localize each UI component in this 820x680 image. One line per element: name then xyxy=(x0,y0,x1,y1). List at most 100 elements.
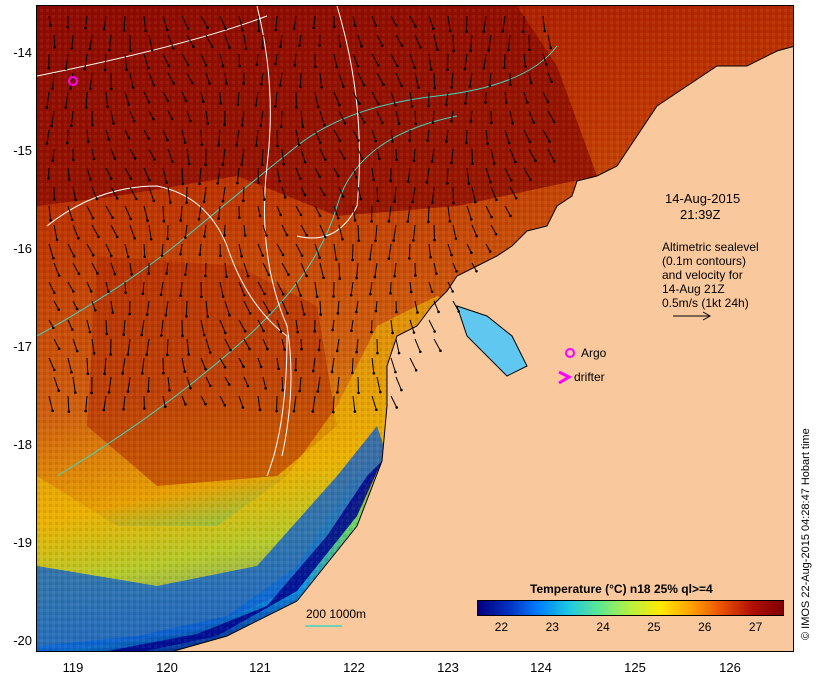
velocity-arrow xyxy=(413,148,416,161)
velocity-arrow xyxy=(222,148,226,165)
velocity-arrow xyxy=(390,91,397,106)
velocity-arrow xyxy=(408,243,411,259)
velocity-arrow xyxy=(162,205,165,222)
velocity-arrow xyxy=(295,281,302,296)
velocity-arrow xyxy=(412,224,416,241)
velocity-arrow xyxy=(89,34,93,49)
velocity-arrow xyxy=(333,243,337,260)
velocity-arrow xyxy=(162,129,168,141)
lon-tick-label: 120 xyxy=(156,660,178,675)
velocity-arrow-head xyxy=(469,49,472,53)
velocity-arrow-head xyxy=(334,258,338,261)
velocity-arrow-head xyxy=(336,216,340,220)
velocity-arrow xyxy=(433,300,439,313)
velocity-arrow-head xyxy=(484,101,487,104)
velocity-arrow xyxy=(255,129,259,146)
velocity-arrow-head xyxy=(260,82,263,86)
velocity-arrow-head xyxy=(279,125,283,128)
velocity-arrow xyxy=(218,129,221,146)
velocity-arrow xyxy=(295,243,303,256)
velocity-arrow-head xyxy=(152,84,156,87)
velocity-arrow-head xyxy=(372,178,375,181)
velocity-arrow-head xyxy=(521,30,525,34)
velocity-arrow-head xyxy=(354,175,358,179)
velocity-arrow-head xyxy=(470,251,473,255)
velocity-arrow xyxy=(485,129,489,144)
velocity-arrow-head xyxy=(279,45,282,49)
velocity-arrow xyxy=(51,110,55,127)
velocity-arrow-head xyxy=(255,144,258,148)
velocity-arrow-head xyxy=(108,48,111,52)
velocity-arrow-head xyxy=(400,388,403,392)
velocity-arrow xyxy=(314,167,321,177)
velocity-arrow-head xyxy=(353,410,357,413)
velocity-arrow-head xyxy=(236,181,239,185)
velocity-arrow xyxy=(105,91,109,107)
velocity-arrow-head xyxy=(75,307,79,311)
velocity-arrow-head xyxy=(488,84,491,87)
velocity-arrow xyxy=(66,129,69,144)
velocity-arrow-head xyxy=(141,372,144,375)
velocity-arrow xyxy=(67,167,70,180)
lat-tick-label: -19 xyxy=(13,535,32,550)
velocity-arrow-head xyxy=(414,122,417,126)
velocity-arrow xyxy=(300,338,303,350)
velocity-arrow-head xyxy=(292,27,296,30)
velocity-arrow-head xyxy=(88,47,92,51)
velocity-arrow-head xyxy=(332,25,336,29)
velocity-arrow xyxy=(167,110,173,120)
velocity-arrow-head xyxy=(162,219,166,223)
velocity-arrow-head xyxy=(448,220,452,223)
velocity-arrow xyxy=(336,338,340,351)
velocity-arrow xyxy=(243,300,251,314)
velocity-arrow-head xyxy=(92,157,96,161)
velocity-arrow xyxy=(352,167,357,178)
velocity-arrow-head xyxy=(454,237,458,240)
velocity-arrow xyxy=(542,129,550,142)
velocity-arrow-head xyxy=(362,83,366,87)
velocity-arrow xyxy=(148,34,153,51)
velocity-arrow-head xyxy=(419,350,422,354)
velocity-arrow-head xyxy=(52,256,55,260)
velocity-arrow-head xyxy=(102,27,106,31)
velocity-arrow xyxy=(337,300,340,314)
velocity-arrow-head xyxy=(380,121,384,125)
velocity-arrow xyxy=(369,281,373,295)
velocity-arrow-head xyxy=(91,216,95,220)
velocity-arrow-head xyxy=(77,236,80,240)
velocity-arrow-head xyxy=(397,122,401,126)
velocity-arrow-head xyxy=(303,193,307,197)
velocity-arrow-head xyxy=(376,199,380,203)
velocity-arrow xyxy=(224,34,230,49)
velocity-arrow-head xyxy=(436,48,439,51)
velocity-arrow xyxy=(355,300,359,313)
velocity-arrow xyxy=(103,395,107,411)
velocity-arrow xyxy=(218,205,221,219)
velocity-arrow xyxy=(238,281,245,296)
velocity-arrow xyxy=(179,243,183,255)
velocity-arrow xyxy=(374,262,378,278)
velocity-arrow-head xyxy=(258,214,262,218)
velocity-arrow-head xyxy=(171,160,174,163)
velocity-arrow-head xyxy=(509,83,512,86)
velocity-arrow xyxy=(238,395,244,408)
velocity-arrow xyxy=(279,34,283,47)
velocity-arrow xyxy=(203,186,207,203)
velocity-arrow-head xyxy=(126,390,130,394)
velocity-arrow xyxy=(471,262,477,272)
velocity-arrow xyxy=(143,243,146,257)
velocity-arrow xyxy=(281,300,288,314)
velocity-arrow xyxy=(507,34,511,51)
velocity-arrow xyxy=(181,395,186,405)
velocity-arrow xyxy=(86,357,89,374)
velocity-arrow xyxy=(371,167,375,180)
velocity-arrow-head xyxy=(524,65,527,68)
velocity-arrow-head xyxy=(71,158,75,162)
argo-float-marker xyxy=(68,76,78,86)
velocity-arrow-head xyxy=(350,329,353,333)
velocity-arrow xyxy=(47,167,50,179)
velocity-arrow xyxy=(262,338,268,350)
velocity-arrow-head xyxy=(358,102,361,106)
velocity-arrow xyxy=(428,53,432,70)
velocity-arrow xyxy=(279,72,283,86)
